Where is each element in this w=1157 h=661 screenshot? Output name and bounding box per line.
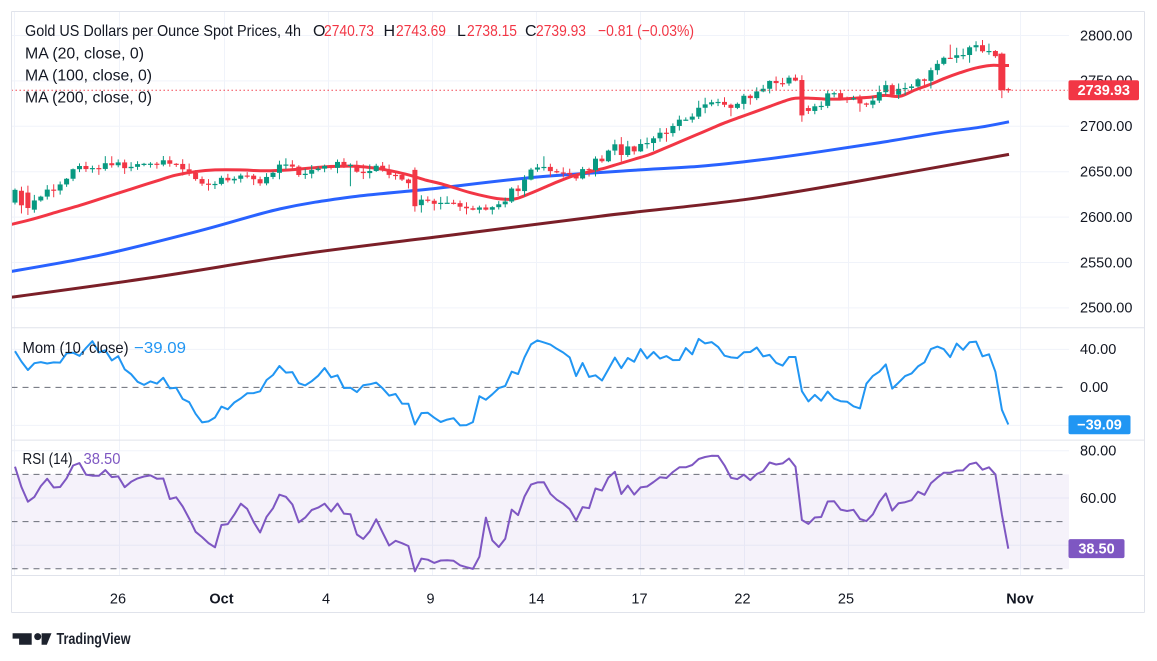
svg-text:2700.00: 2700.00 [1080,119,1132,135]
svg-text:−39.09: −39.09 [134,340,186,357]
svg-text:MA (100, close, 0): MA (100, close, 0) [25,68,152,85]
svg-text:14: 14 [528,591,544,607]
svg-text:9: 9 [426,591,434,607]
svg-text:−0.81 (−0.03%): −0.81 (−0.03%) [598,23,694,40]
svg-text:2500.00: 2500.00 [1080,301,1132,317]
svg-text:38.50: 38.50 [1078,541,1114,557]
svg-text:2550.00: 2550.00 [1080,255,1132,271]
svg-text:Mom (10, close): Mom (10, close) [23,340,129,357]
svg-text:H: H [384,23,396,40]
svg-text:40.00: 40.00 [1080,342,1116,358]
svg-text:Oct: Oct [209,591,233,607]
svg-text:Gold US Dollars per Ounce Spot: Gold US Dollars per Ounce Spot Prices, 4… [25,23,301,40]
svg-text:2739.93: 2739.93 [536,23,586,40]
svg-text:4: 4 [322,591,330,607]
svg-text:38.50: 38.50 [84,451,121,468]
svg-text:22: 22 [734,591,750,607]
svg-text:26: 26 [110,591,126,607]
svg-text:2738.15: 2738.15 [467,23,517,40]
svg-text:2600.00: 2600.00 [1080,210,1132,226]
svg-text:2743.69: 2743.69 [396,23,446,40]
svg-text:0.00: 0.00 [1080,380,1108,396]
svg-text:2800.00: 2800.00 [1080,28,1132,44]
svg-text:L: L [457,23,466,40]
svg-text:TradingView: TradingView [57,631,132,648]
svg-text:60.00: 60.00 [1080,491,1116,507]
svg-text:17: 17 [631,591,647,607]
svg-text:Nov: Nov [1006,591,1033,607]
svg-text:RSI (14): RSI (14) [23,451,73,468]
svg-text:2739.93: 2739.93 [1078,83,1130,99]
svg-text:80.00: 80.00 [1080,444,1116,460]
svg-text:25: 25 [838,591,854,607]
svg-text:MA (200, close, 0): MA (200, close, 0) [25,90,152,107]
svg-text:O: O [313,23,325,40]
svg-text:2650.00: 2650.00 [1080,165,1132,181]
svg-text:2740.73: 2740.73 [324,23,374,40]
svg-text:C: C [525,23,537,40]
svg-text:−39.09: −39.09 [1077,418,1122,434]
svg-text:MA (20, close, 0): MA (20, close, 0) [25,46,144,63]
